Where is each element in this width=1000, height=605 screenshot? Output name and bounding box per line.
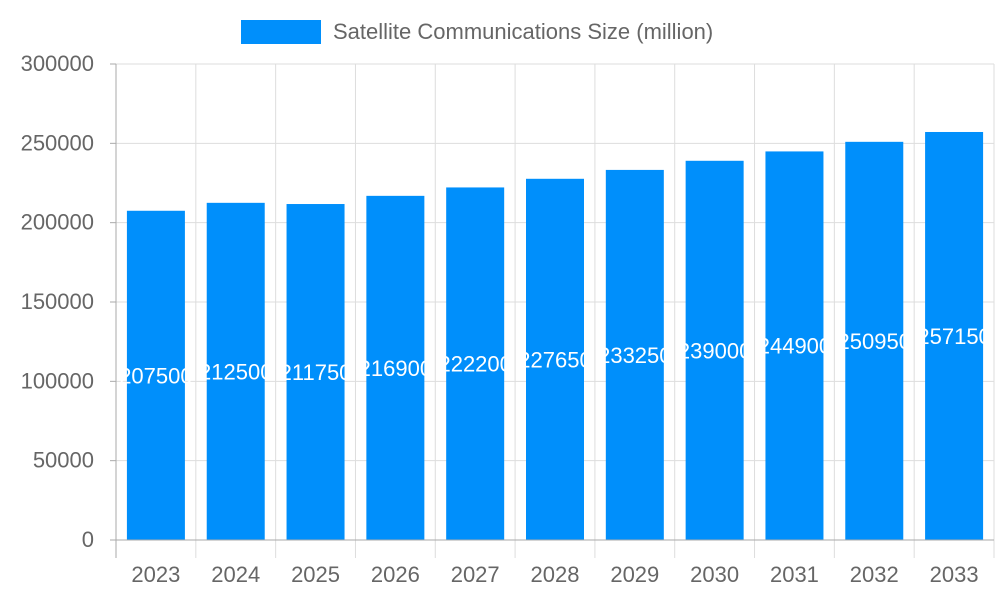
data-label: 222200 (438, 352, 511, 377)
bar-2032[interactable] (845, 141, 904, 541)
bar-2023[interactable] (126, 210, 185, 540)
data-label: 250950 (838, 329, 911, 354)
data-label: 211750 (280, 360, 352, 385)
x-tick-label: 2026 (371, 562, 420, 587)
x-tick-label: 2030 (690, 562, 739, 587)
x-tick-label: 2025 (291, 562, 340, 587)
y-tick-label: 250000 (21, 130, 94, 155)
data-label: 257150 (917, 324, 990, 349)
data-label: 239000 (678, 338, 751, 363)
bar-2028[interactable] (526, 178, 584, 540)
x-tick-label: 2024 (211, 562, 260, 587)
x-tick-label: 2032 (850, 562, 899, 587)
y-tick-label: 100000 (21, 368, 94, 393)
x-tick-label: 2029 (610, 562, 659, 587)
bar-2030[interactable] (685, 160, 744, 540)
y-tick-label: 200000 (21, 210, 94, 235)
bar-2029[interactable] (605, 169, 664, 540)
bar-2025[interactable] (286, 204, 345, 541)
data-label: 212500 (199, 359, 272, 384)
bar-2033[interactable] (925, 131, 984, 541)
bar-2027[interactable] (446, 187, 505, 540)
data-label: 207500 (119, 363, 192, 388)
x-tick-label: 2033 (930, 562, 979, 587)
data-label: 233250 (598, 343, 671, 368)
data-label: 227650 (518, 347, 591, 372)
legend-swatch (241, 20, 321, 44)
bar-2026[interactable] (366, 195, 425, 541)
x-tick-label: 2027 (451, 562, 500, 587)
bar-2031[interactable] (765, 151, 824, 540)
bar-2024[interactable] (206, 202, 265, 541)
data-label: 216900 (359, 356, 432, 381)
y-tick-label: 150000 (21, 289, 94, 314)
y-tick-label: 50000 (33, 448, 94, 473)
y-tick-label: 300000 (21, 51, 94, 76)
x-tick-label: 2023 (131, 562, 180, 587)
x-tick-label: 2028 (531, 562, 580, 587)
legend[interactable]: Satellite Communications Size (million) (241, 19, 713, 44)
y-tick-label: 0 (82, 527, 94, 552)
data-label: 244900 (758, 334, 831, 359)
x-tick-label: 2031 (770, 562, 819, 587)
legend-label: Satellite Communications Size (million) (333, 19, 713, 44)
